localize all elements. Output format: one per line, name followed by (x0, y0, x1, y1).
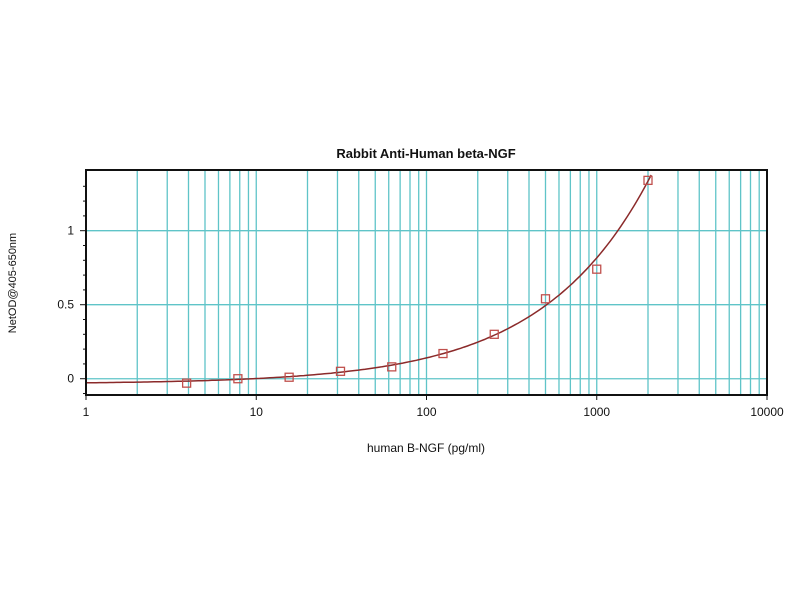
fit-curve-group (86, 174, 652, 384)
x-tick-label: 100 (416, 405, 436, 419)
data-point (489, 329, 499, 339)
data-point (387, 362, 397, 372)
data-point (335, 366, 346, 376)
data-point (233, 374, 243, 384)
x-tick-label: 10000 (750, 405, 784, 419)
x-axis-label: human B-NGF (pg/ml) (367, 441, 485, 455)
data-point (592, 264, 602, 274)
data-point (643, 175, 653, 186)
data-point (181, 378, 192, 388)
y-tick-label: 1 (67, 224, 74, 238)
fit-curve (86, 174, 652, 384)
data-point (284, 372, 294, 382)
x-ticks: 1 10 100 1000 10000 (83, 395, 784, 419)
x-tick-label: 1000 (583, 405, 610, 419)
y-tick-label: 0.5 (57, 298, 74, 312)
x-tick-label: 1 (83, 405, 90, 419)
data-points (181, 175, 653, 388)
x-tick-label: 10 (250, 405, 264, 419)
data-point (540, 294, 551, 304)
y-tick-label: 0 (67, 372, 74, 386)
y-ticks: 00.51 (57, 185, 86, 395)
chart-title: Rabbit Anti-Human beta-NGF (336, 146, 515, 161)
y-axis-label: NetOD@405-650nm (7, 233, 19, 333)
data-point (438, 348, 448, 359)
grid (86, 170, 767, 395)
